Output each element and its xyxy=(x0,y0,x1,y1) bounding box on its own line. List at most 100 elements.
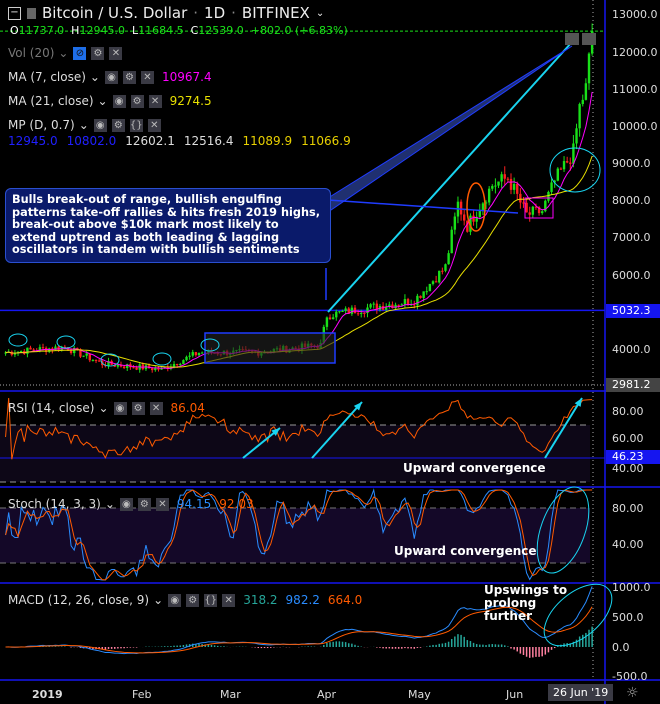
close-icon[interactable]: ✕ xyxy=(140,70,154,84)
eye-icon[interactable]: ◉ xyxy=(113,401,127,415)
candle-body xyxy=(163,366,166,368)
candle-body xyxy=(487,188,491,203)
trend-arrow xyxy=(311,401,363,459)
candle-body xyxy=(397,304,400,306)
candle-body xyxy=(550,182,553,192)
candle-body xyxy=(559,168,563,170)
callout-wedge xyxy=(327,45,573,213)
eye-icon[interactable]: ◉ xyxy=(93,118,107,132)
scroll-down-button[interactable] xyxy=(565,33,579,45)
candle-body xyxy=(406,299,410,305)
eye-icon[interactable]: ◉ xyxy=(119,497,133,511)
legend-ma21[interactable]: MA (21, close) ⌄ ◉ ⚙ ✕ 9274.5 xyxy=(8,94,212,108)
macd-tick: 1000.0 xyxy=(612,581,651,594)
chevron-down-icon[interactable]: ⌄ xyxy=(315,7,325,19)
close-icon[interactable]: ✕ xyxy=(147,118,161,132)
candle-body xyxy=(506,178,510,180)
stoch-note[interactable]: Upward convergence xyxy=(394,544,537,558)
candle-body xyxy=(85,353,88,356)
candle-body xyxy=(481,203,485,211)
scroll-up-button[interactable] xyxy=(582,33,596,45)
time-label: 2019 xyxy=(32,688,63,701)
gear-icon[interactable]: ⚙ xyxy=(131,401,145,415)
candle-body xyxy=(97,360,101,362)
gear-icon[interactable]: ⚙ xyxy=(91,46,105,60)
close-icon[interactable]: ✕ xyxy=(109,46,123,60)
legend-mp[interactable]: MP (D, 0.7) ⌄ ◉ ⚙{} ✕ xyxy=(8,118,161,132)
gear-icon[interactable]: ⚙ xyxy=(122,70,136,84)
close-icon[interactable]: ✕ xyxy=(149,401,163,415)
macd-tick: -500.0 xyxy=(612,670,648,683)
candle-body xyxy=(463,214,466,221)
close-icon[interactable]: ✕ xyxy=(148,94,162,108)
candle-body xyxy=(578,104,581,129)
eye-icon[interactable]: ◉ xyxy=(104,70,118,84)
highlight-ellipse xyxy=(200,338,220,352)
legend-stoch[interactable]: Stoch (14, 3, 3) ⌄ ◉ ⚙ ✕ 94.15 92.03 xyxy=(8,497,254,511)
candle-body xyxy=(388,304,391,308)
rsi-line xyxy=(5,397,593,460)
collapse-icon[interactable]: − xyxy=(8,6,21,20)
price-tick: 11000.0 xyxy=(612,83,658,96)
close-icon[interactable]: ✕ xyxy=(155,497,169,511)
candle-body xyxy=(544,200,547,212)
close-icon[interactable]: ✕ xyxy=(222,593,236,607)
candle-body xyxy=(32,349,35,351)
eye-icon[interactable]: ◉ xyxy=(168,593,182,607)
candle-body xyxy=(79,349,82,357)
gear-icon[interactable]: ⚙ xyxy=(186,593,200,607)
candle-body xyxy=(469,215,472,232)
candle-body xyxy=(447,253,450,265)
legend-macd[interactable]: MACD (12, 26, close, 9) ⌄ ◉ ⚙{} ✕ 318.2 982… xyxy=(8,593,363,607)
candle-body xyxy=(347,308,350,314)
candle-body xyxy=(478,210,481,217)
candle-body xyxy=(82,355,85,357)
macd-signal-line xyxy=(5,606,593,654)
candle-body xyxy=(534,206,538,208)
symbol-title[interactable]: − Bitcoin / U.S. Dollar · 1D · BITFINEX ⌄ xyxy=(8,4,324,22)
exchange: BITFINEX xyxy=(241,4,310,22)
candle-body xyxy=(179,363,182,366)
price-tick: 13000.0 xyxy=(612,8,658,21)
gear-icon[interactable]: ⚙ xyxy=(137,497,151,511)
price-tick: 6000.0 xyxy=(612,269,651,282)
candle-body xyxy=(375,303,379,310)
legend-ma7[interactable]: MA (7, close) ⌄ ◉ ⚙ ✕ 10967.4 xyxy=(8,70,212,84)
braces-icon[interactable]: {} xyxy=(204,593,218,607)
candle-body xyxy=(422,291,425,298)
legend-rsi[interactable]: RSI (14, close) ⌄ ◉ ⚙ ✕ 86.04 xyxy=(8,401,205,415)
candle-body xyxy=(491,186,494,189)
macd-tick: 0.0 xyxy=(612,641,630,654)
eye-icon[interactable]: ◉ xyxy=(112,94,126,108)
candle-body xyxy=(531,206,535,215)
candle-body xyxy=(444,264,447,271)
candle-body xyxy=(116,364,120,367)
candle-body xyxy=(547,191,550,201)
rsi-band xyxy=(0,425,590,482)
candle-body xyxy=(525,202,528,213)
candle-body xyxy=(360,312,363,314)
gear-icon[interactable]: ⚙ xyxy=(130,94,144,108)
settings-sun-icon[interactable]: ☼ xyxy=(626,685,639,701)
candle-body xyxy=(372,303,375,305)
braces-icon[interactable]: {} xyxy=(129,118,143,132)
legend-vol[interactable]: Vol (20) ⌄ ⊘ ⚙ ✕ xyxy=(8,46,123,60)
gear-icon[interactable]: ⚙ xyxy=(111,118,125,132)
candle-body xyxy=(194,352,198,356)
candle-body xyxy=(500,174,503,182)
candle-body xyxy=(441,270,444,272)
annotation-main-note[interactable]: Bulls break-out of range, bullish engulf… xyxy=(5,188,331,263)
candle-body xyxy=(400,304,403,306)
macd-note[interactable]: Upswings to prolong further xyxy=(484,583,568,623)
candle-body xyxy=(509,178,513,190)
rsi-note[interactable]: Upward convergence xyxy=(403,461,546,475)
candle-body xyxy=(88,353,91,361)
candle-body xyxy=(528,212,531,215)
candle-body xyxy=(325,317,329,327)
trend-arrow xyxy=(544,397,583,459)
candle-body xyxy=(157,368,160,370)
candle-body xyxy=(575,128,578,144)
hidden-eye-icon[interactable]: ⊘ xyxy=(73,46,87,60)
interval[interactable]: 1D xyxy=(204,4,226,22)
